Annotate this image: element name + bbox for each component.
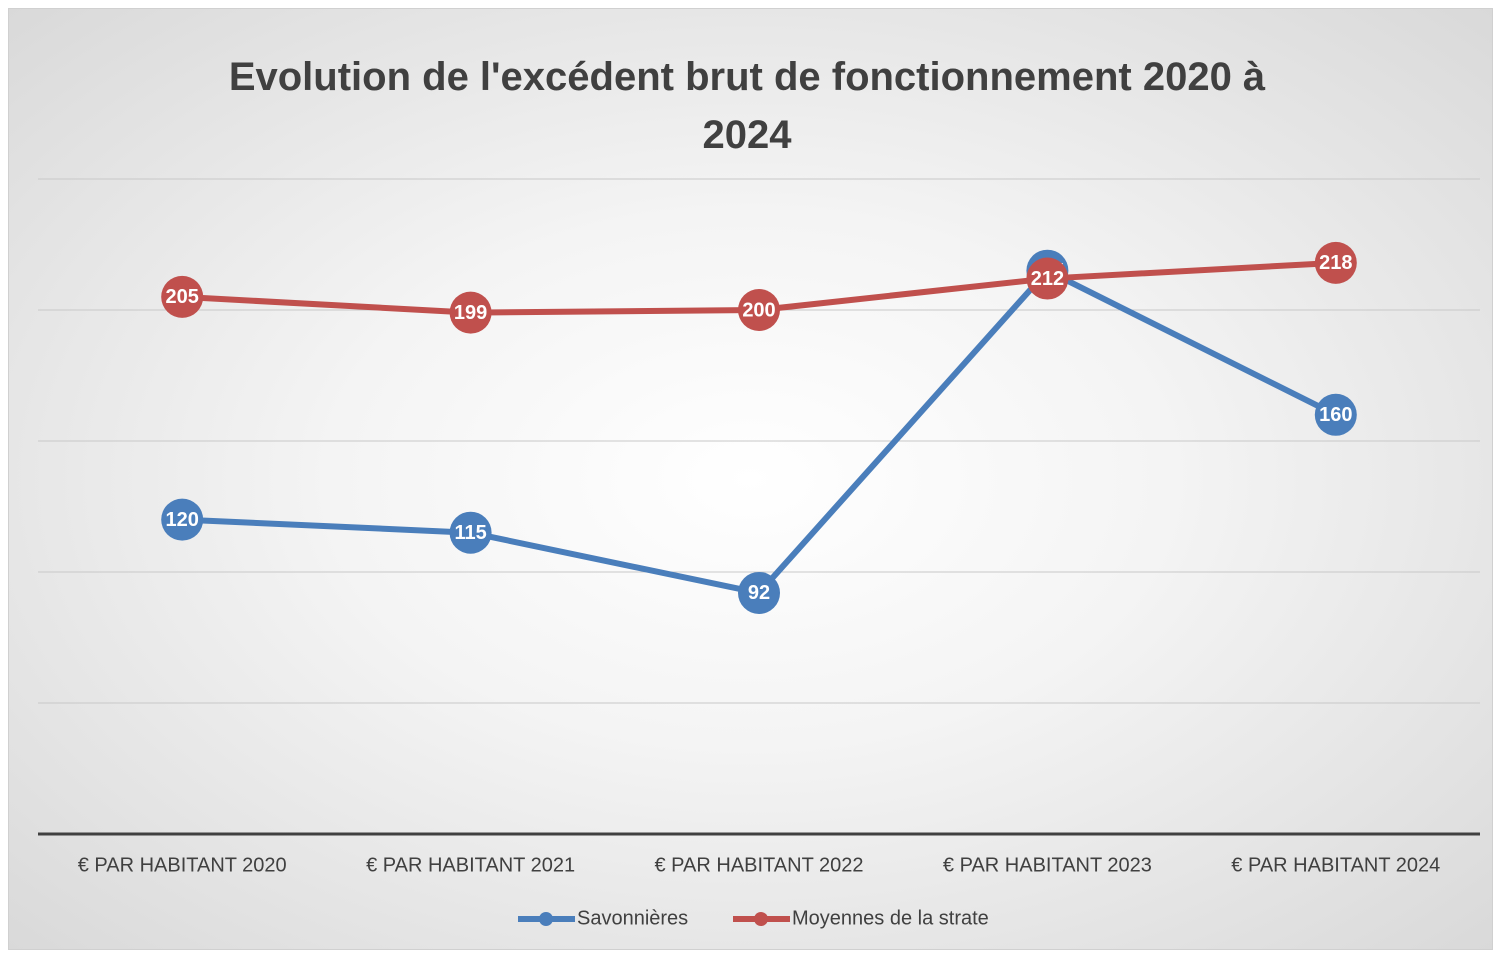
data-label: 120 bbox=[166, 509, 199, 531]
x-tick-label: € PAR HABITANT 2024 bbox=[1231, 854, 1440, 876]
data-point bbox=[449, 511, 492, 554]
x-tick-label: € PAR HABITANT 2022 bbox=[655, 854, 864, 876]
chart-title: Evolution de l'excédent brut de fonction… bbox=[228, 55, 1266, 157]
legend-marker bbox=[539, 912, 553, 926]
data-point bbox=[1314, 393, 1357, 436]
data-label: 115 bbox=[454, 522, 486, 544]
data-label: 200 bbox=[742, 299, 775, 321]
x-tick-label: € PAR HABITANT 2020 bbox=[78, 854, 287, 876]
x-tick-label: € PAR HABITANT 2021 bbox=[366, 854, 575, 876]
data-label: 160 bbox=[1319, 404, 1352, 426]
data-label: 92 bbox=[748, 582, 770, 604]
data-point bbox=[449, 291, 492, 334]
data-point bbox=[161, 275, 204, 318]
x-tick-label: € PAR HABITANT 2023 bbox=[943, 854, 1152, 876]
data-point bbox=[1026, 257, 1069, 300]
legend-label: Savonnières bbox=[577, 907, 688, 929]
data-label: 199 bbox=[454, 302, 487, 324]
data-point bbox=[161, 498, 204, 541]
data-point bbox=[738, 289, 780, 331]
data-label: 218 bbox=[1319, 252, 1352, 274]
legend-marker bbox=[754, 912, 768, 926]
data-label: 212 bbox=[1031, 268, 1064, 290]
data-point bbox=[738, 571, 780, 614]
data-point bbox=[1314, 241, 1357, 284]
chart-area bbox=[8, 8, 1493, 950]
data-label: 205 bbox=[166, 286, 199, 308]
legend-label: Moyennes de la strate bbox=[792, 907, 989, 929]
